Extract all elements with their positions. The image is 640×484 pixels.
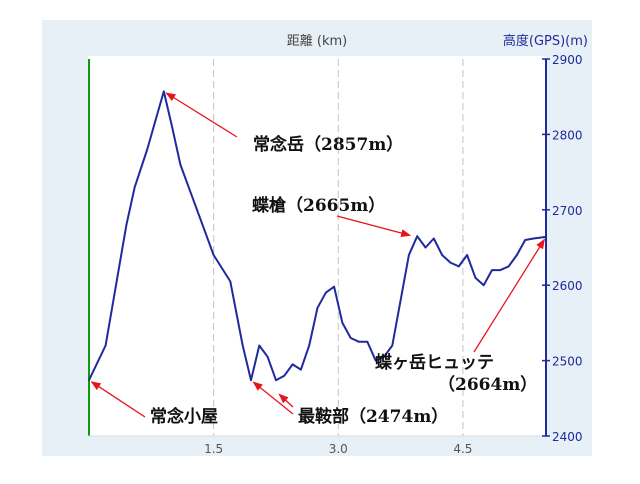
data-point-30	[399, 299, 402, 302]
annotation-arrow-1-0	[336, 215, 412, 237]
data-point-8	[196, 209, 198, 211]
annotation-label-4: 最鞍部（2474m）	[298, 406, 448, 427]
data-point-42	[499, 269, 502, 271]
data-point-35	[441, 254, 443, 256]
data-point-2	[125, 224, 128, 226]
data-point-43	[507, 265, 510, 268]
data-point-39	[474, 276, 477, 279]
data-point-0	[88, 379, 90, 382]
data-point-14	[266, 356, 269, 358]
data-point-31	[408, 254, 410, 256]
data-point-37	[458, 265, 460, 268]
data-point-12	[250, 379, 252, 382]
data-point-19	[308, 344, 311, 347]
data-point-1	[104, 344, 107, 347]
data-point-40	[482, 284, 485, 287]
data-point-44	[516, 254, 518, 256]
data-point-15	[275, 379, 277, 382]
annotation-arrow-4-0	[252, 381, 294, 415]
annotation-label-2: 蝶ヶ岳ヒュッテ	[375, 352, 494, 373]
annotation-label-0: 常念岳（2857m）	[253, 134, 403, 155]
annotation-layer: 常念岳（2857m） 蝶槍（2665m） 蝶ヶ岳ヒュッテ（2664m） 常念小屋 最鞍部…	[90, 92, 545, 427]
data-point-6	[171, 126, 173, 128]
data-point-11	[241, 344, 244, 347]
data-point-25	[358, 341, 360, 343]
x-axis-label: 距離 (km)	[287, 34, 347, 49]
data-point-33	[424, 246, 427, 249]
y-tick-label-1: 2500	[552, 355, 583, 369]
data-point-21	[325, 291, 327, 294]
data-point-34	[433, 237, 435, 240]
data-point-24	[349, 337, 352, 339]
data-point-3	[133, 186, 136, 188]
data-point-22	[333, 285, 335, 288]
elevation-series-line	[88, 90, 547, 382]
x-tick-label-0: 1.5	[204, 442, 223, 456]
data-point-23	[341, 322, 344, 324]
data-point-18	[300, 368, 302, 371]
data-point-45	[524, 239, 526, 241]
annotation-label-1: 蝶槍（2665m）	[252, 195, 385, 216]
data-point-4	[146, 148, 148, 151]
data-point-13	[258, 344, 261, 347]
data-point-36	[449, 261, 452, 264]
annotation-sublabel-2: （2664m）	[438, 374, 537, 395]
annotation-arrow-4-1	[278, 393, 294, 408]
data-point-20	[316, 307, 319, 309]
data-point-5	[163, 90, 165, 93]
y-tick-label-5: 2900	[552, 53, 583, 67]
grid-layer	[213, 59, 464, 436]
data-point-47	[545, 236, 547, 238]
y-tick-label-3: 2700	[552, 204, 583, 218]
data-point-26	[366, 341, 369, 343]
annotation-label-3: 常念小屋	[150, 406, 218, 427]
annotation-arrow-3-0	[90, 381, 146, 418]
data-point-29	[391, 344, 394, 347]
data-point-41	[491, 269, 493, 271]
x-tick-label-2: 4.5	[453, 442, 472, 456]
x-tick-label-1: 3.0	[329, 442, 348, 456]
data-point-38	[466, 254, 468, 256]
data-point-46	[532, 237, 535, 240]
annotation-arrow-0-0	[165, 92, 238, 138]
y-tick-label-0: 2400	[552, 430, 583, 444]
series-layer	[88, 90, 547, 382]
tick-layer: 1.5 3.0 4.5 2400 2500 2600 2700 2800 2900	[204, 53, 582, 456]
y-axis-label: 高度(GPS)(m)	[503, 33, 588, 49]
data-point-9	[212, 254, 215, 256]
data-point-32	[416, 235, 419, 237]
plot-panel	[88, 56, 546, 436]
y-tick-label-2: 2600	[552, 279, 583, 293]
data-point-7	[179, 163, 182, 166]
data-point-27	[374, 359, 377, 362]
data-point-10	[229, 280, 232, 283]
annotation-arrow-2-0	[473, 238, 545, 353]
data-point-28	[383, 356, 385, 358]
y-tick-label-4: 2800	[552, 128, 583, 142]
data-point-16	[283, 374, 286, 377]
data-point-17	[291, 363, 294, 366]
